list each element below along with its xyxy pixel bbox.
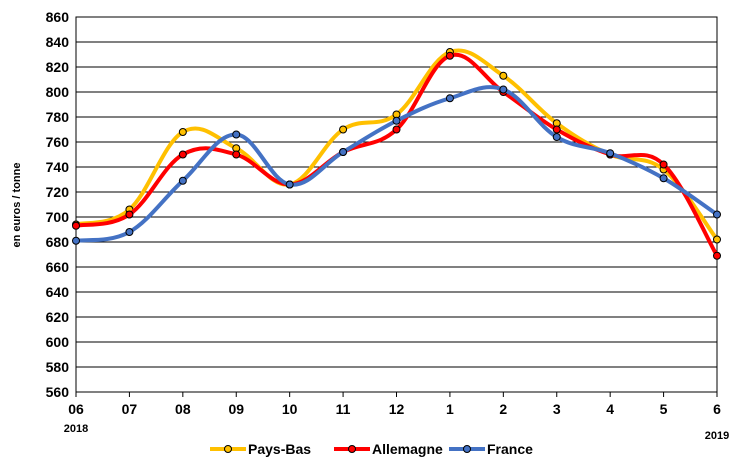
legend-label: Pays-Bas (248, 441, 311, 457)
series-line-pays-bas (74, 48, 719, 242)
data-point-france (713, 210, 721, 219)
x-tick-label: 6 (713, 401, 721, 417)
data-point-allemagne (72, 221, 80, 230)
y-tick-label: 800 (46, 84, 70, 100)
y-tick-label: 620 (46, 309, 70, 325)
data-point-france (445, 94, 454, 103)
data-point-allemagne (178, 150, 187, 159)
legend-label: France (487, 441, 533, 457)
x-tick-label: 1 (446, 401, 454, 417)
series-layer (72, 48, 721, 260)
data-point-france (552, 133, 561, 141)
axes (75, 16, 718, 397)
y-tick-label: 660 (46, 259, 70, 275)
data-point-pays-bas (499, 71, 508, 80)
x-tick-label: 2 (499, 401, 507, 417)
data-point-pays-bas (713, 235, 721, 244)
y-axis-label: en euros / tonne (11, 163, 23, 248)
x-tick-label: 5 (660, 401, 668, 417)
data-point-france (125, 228, 134, 236)
y-tick-label: 700 (46, 209, 70, 225)
y-tick-label: 640 (46, 284, 70, 300)
y-tick-label: 740 (46, 159, 70, 175)
data-point-france (339, 148, 348, 156)
data-point-france (178, 176, 187, 185)
data-point-france (392, 116, 401, 125)
series-line-allemagne (74, 52, 719, 258)
plot-border (75, 16, 718, 393)
legend-swatch-marker (348, 445, 356, 453)
legend-item-pays-bas: Pays-Bas (210, 441, 311, 457)
data-point-france (232, 130, 241, 139)
data-point-allemagne (125, 210, 134, 219)
x-tick-label: 08 (175, 401, 191, 417)
data-point-france (606, 149, 615, 158)
y-tick-label: 720 (46, 184, 70, 200)
series-france (72, 85, 721, 245)
series-allemagne (72, 51, 721, 260)
data-point-allemagne (552, 125, 561, 134)
x-tick-label: 07 (122, 401, 138, 417)
y-tick-label: 600 (46, 334, 70, 350)
legend-swatch-marker (224, 445, 232, 453)
data-point-allemagne (232, 150, 241, 159)
legend-label: Allemagne (372, 441, 443, 457)
data-point-pays-bas (339, 125, 348, 134)
year-label-start: 2018 (64, 423, 88, 435)
data-point-france (72, 236, 80, 245)
y-tick-label: 840 (46, 34, 70, 50)
data-point-allemagne (713, 251, 721, 260)
data-point-allemagne (392, 125, 401, 134)
y-tick-label: 860 (46, 9, 70, 25)
x-tick-label: 3 (553, 401, 561, 417)
x-tick-label: 4 (606, 401, 614, 417)
y-tick-label: 680 (46, 234, 70, 250)
data-point-pays-bas (178, 128, 187, 136)
x-tick-label: 10 (282, 401, 298, 417)
series-pays-bas (72, 48, 721, 244)
legend: Pays-Bas Allemagne France (210, 441, 533, 457)
y-tick-label: 820 (46, 59, 70, 75)
x-tick-label: 11 (336, 401, 351, 417)
data-point-france (285, 180, 294, 189)
y-tick-label: 580 (46, 359, 70, 375)
y-tick-label: 560 (46, 384, 70, 400)
year-label-end: 2019 (705, 430, 729, 442)
legend-swatch-marker (463, 445, 471, 453)
data-point-allemagne (445, 51, 454, 60)
x-tick-label: 09 (228, 401, 244, 417)
grid (76, 16, 717, 393)
x-tick-label: 12 (389, 401, 405, 417)
y-tick-label: 760 (46, 134, 70, 150)
data-point-allemagne (659, 160, 668, 169)
y-tick-label: 780 (46, 109, 70, 125)
data-point-france (499, 85, 508, 94)
legend-item-allemagne: Allemagne (334, 441, 443, 457)
x-tick-label: 06 (68, 401, 84, 417)
tick-labels: 560 580 600 620 640 660 680 700 720 740 760 780 800 8… (46, 9, 730, 442)
data-point-france (659, 174, 668, 183)
legend-item-france: France (449, 441, 533, 457)
